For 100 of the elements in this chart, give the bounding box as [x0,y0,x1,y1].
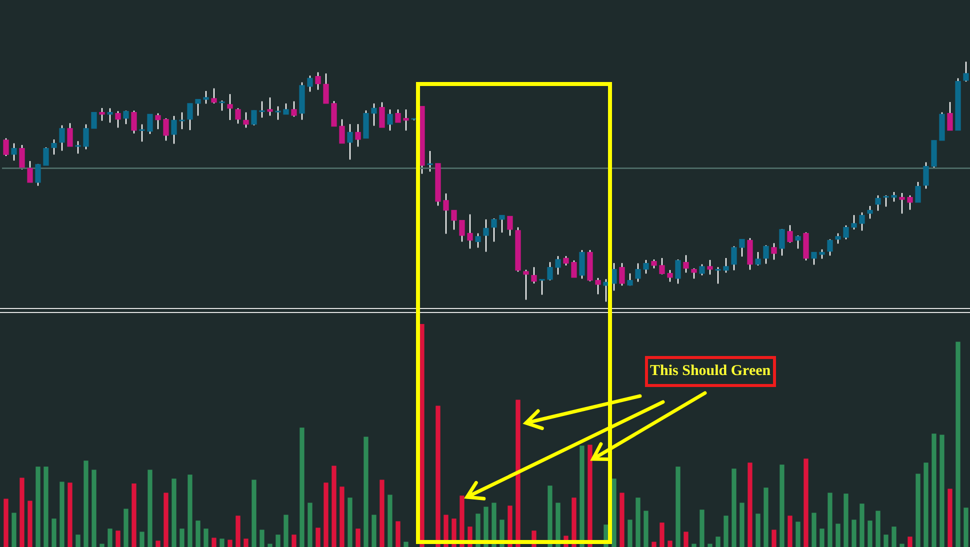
bar [156,540,160,547]
candlestick [763,244,769,264]
candlestick [947,101,953,131]
candlestick [643,259,649,274]
bar [100,544,104,547]
bar [276,534,280,547]
bar [916,474,920,547]
candlestick [875,194,881,212]
bar [908,536,912,547]
bar [692,544,696,547]
bar [36,466,40,547]
bar [956,342,960,547]
candlestick [171,115,177,144]
candlestick [715,266,721,284]
bar [796,522,800,547]
candlestick [203,90,209,104]
bar [756,514,760,547]
bar [732,468,736,547]
candlestick [659,257,665,275]
candlestick [243,112,249,128]
candlestick [355,124,361,148]
bar [708,544,712,547]
candlestick [627,272,633,286]
bar [76,534,80,547]
bar [716,536,720,547]
candlestick [755,251,761,266]
bar [780,464,784,547]
candlestick [491,218,497,242]
candlestick [683,254,689,274]
bar [4,498,8,547]
bar [12,512,16,547]
candlestick [963,61,969,82]
candlestick [259,100,265,118]
candlestick [459,220,465,242]
bar [852,520,856,547]
bar [220,538,224,547]
bar [180,528,184,547]
candlestick [251,110,257,126]
candlestick [523,269,529,300]
bar [92,470,96,547]
candlestick [883,194,889,208]
candlestick [275,106,281,120]
candlestick [731,246,737,271]
bar [684,532,688,547]
candlestick [595,277,601,295]
candlestick [923,162,929,190]
candlestick [579,250,585,280]
bar [300,428,304,547]
candlestick [155,112,161,130]
bar [764,488,768,547]
bar [348,498,352,547]
bar [196,520,200,547]
candlestick [403,108,409,132]
bar [516,400,520,547]
candlestick [235,108,241,124]
candlestick [331,100,337,127]
bar [356,528,360,547]
candlestick [27,160,33,184]
candlestick [427,150,433,172]
bar [28,500,32,547]
bar [636,498,640,547]
bar [652,542,656,547]
candlestick [147,113,153,135]
candlestick [379,102,385,128]
bar [388,494,392,547]
bar [44,466,48,547]
candlestick [11,142,17,162]
bar [460,496,464,547]
bar [892,526,896,547]
bar [252,480,256,547]
bar [108,528,112,547]
candlestick [475,232,481,248]
candlestick [75,140,81,154]
candlestick [619,262,625,286]
candlestick [843,224,849,240]
bar [332,466,336,547]
candlestick [371,102,377,126]
candlestick [667,269,673,282]
candlestick [707,259,713,276]
bar [676,466,680,547]
candlestick [347,124,353,160]
bar [84,460,88,547]
bar [268,544,272,547]
bar [244,538,248,547]
candlestick [123,110,129,125]
candlestick [195,98,201,116]
bar [612,478,616,547]
bar [380,480,384,547]
bar [404,542,408,547]
candlestick [499,214,505,234]
candlestick [51,138,57,156]
bar [60,482,64,547]
bar [228,540,232,547]
candlestick [267,96,273,116]
bar [860,504,864,547]
candlestick [675,258,681,284]
candlestick [739,238,745,258]
bar [588,444,592,547]
bar [548,486,552,547]
bar [868,520,872,547]
